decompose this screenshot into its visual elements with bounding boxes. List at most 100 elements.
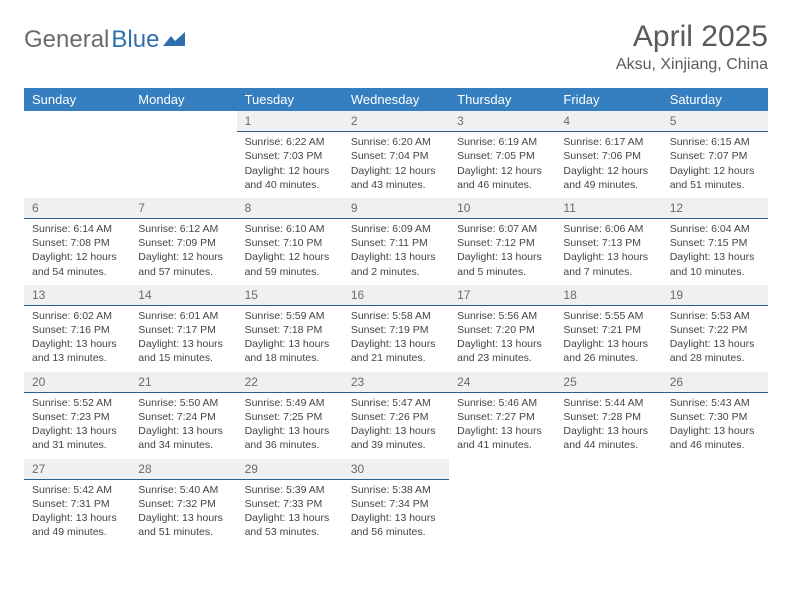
daylight-text: Daylight: 13 hours	[32, 511, 122, 525]
calendar-day-cell: 23Sunrise: 5:47 AMSunset: 7:26 PMDayligh…	[343, 372, 449, 459]
day-number: 4	[555, 111, 661, 132]
weekday-header: Friday	[555, 88, 661, 111]
daylight-text: and 49 minutes.	[563, 178, 653, 192]
sunset-text: Sunset: 7:23 PM	[32, 410, 122, 424]
daylight-text: Daylight: 13 hours	[32, 337, 122, 351]
sunset-text: Sunset: 7:12 PM	[457, 236, 547, 250]
sunset-text: Sunset: 7:06 PM	[563, 149, 653, 163]
daylight-text: and 56 minutes.	[351, 525, 441, 539]
sunset-text: Sunset: 7:25 PM	[245, 410, 335, 424]
daylight-text: Daylight: 13 hours	[457, 250, 547, 264]
sunset-text: Sunset: 7:18 PM	[245, 323, 335, 337]
daylight-text: and 54 minutes.	[32, 265, 122, 279]
day-number: 7	[130, 198, 236, 219]
calendar-day-cell	[449, 459, 555, 546]
day-body: Sunrise: 5:52 AMSunset: 7:23 PMDaylight:…	[24, 393, 130, 459]
sunset-text: Sunset: 7:24 PM	[138, 410, 228, 424]
day-number: 9	[343, 198, 449, 219]
day-number: 2	[343, 111, 449, 132]
sunset-text: Sunset: 7:11 PM	[351, 236, 441, 250]
day-number: 10	[449, 198, 555, 219]
sunset-text: Sunset: 7:08 PM	[32, 236, 122, 250]
sunset-text: Sunset: 7:17 PM	[138, 323, 228, 337]
daylight-text: Daylight: 12 hours	[245, 164, 335, 178]
day-body: Sunrise: 6:04 AMSunset: 7:15 PMDaylight:…	[662, 219, 768, 285]
sunrise-text: Sunrise: 6:01 AM	[138, 309, 228, 323]
day-body: Sunrise: 6:14 AMSunset: 7:08 PMDaylight:…	[24, 219, 130, 285]
day-number: 12	[662, 198, 768, 219]
calendar-day-cell	[662, 459, 768, 546]
sunset-text: Sunset: 7:03 PM	[245, 149, 335, 163]
sunset-text: Sunset: 7:28 PM	[563, 410, 653, 424]
weekday-header: Sunday	[24, 88, 130, 111]
day-number: 11	[555, 198, 661, 219]
weekday-header: Saturday	[662, 88, 768, 111]
day-number: 27	[24, 459, 130, 480]
daylight-text: Daylight: 13 hours	[457, 337, 547, 351]
sunrise-text: Sunrise: 5:38 AM	[351, 483, 441, 497]
daylight-text: Daylight: 13 hours	[563, 424, 653, 438]
sunrise-text: Sunrise: 5:47 AM	[351, 396, 441, 410]
sunset-text: Sunset: 7:09 PM	[138, 236, 228, 250]
calendar-week-row: 6Sunrise: 6:14 AMSunset: 7:08 PMDaylight…	[24, 198, 768, 285]
sunrise-text: Sunrise: 5:42 AM	[32, 483, 122, 497]
daylight-text: and 5 minutes.	[457, 265, 547, 279]
day-body: Sunrise: 5:42 AMSunset: 7:31 PMDaylight:…	[24, 480, 130, 546]
calendar-day-cell: 24Sunrise: 5:46 AMSunset: 7:27 PMDayligh…	[449, 372, 555, 459]
daylight-text: Daylight: 13 hours	[351, 424, 441, 438]
day-body: Sunrise: 6:06 AMSunset: 7:13 PMDaylight:…	[555, 219, 661, 285]
day-body: Sunrise: 5:56 AMSunset: 7:20 PMDaylight:…	[449, 306, 555, 372]
daylight-text: and 44 minutes.	[563, 438, 653, 452]
sunrise-text: Sunrise: 6:04 AM	[670, 222, 760, 236]
calendar-day-cell: 10Sunrise: 6:07 AMSunset: 7:12 PMDayligh…	[449, 198, 555, 285]
daylight-text: and 23 minutes.	[457, 351, 547, 365]
daylight-text: and 59 minutes.	[245, 265, 335, 279]
daylight-text: Daylight: 13 hours	[563, 250, 653, 264]
daylight-text: and 39 minutes.	[351, 438, 441, 452]
daylight-text: and 10 minutes.	[670, 265, 760, 279]
calendar-day-cell: 9Sunrise: 6:09 AMSunset: 7:11 PMDaylight…	[343, 198, 449, 285]
day-number: 6	[24, 198, 130, 219]
calendar-day-cell: 29Sunrise: 5:39 AMSunset: 7:33 PMDayligh…	[237, 459, 343, 546]
calendar-day-cell: 6Sunrise: 6:14 AMSunset: 7:08 PMDaylight…	[24, 198, 130, 285]
daylight-text: Daylight: 13 hours	[245, 511, 335, 525]
day-number: 22	[237, 372, 343, 393]
day-number: 1	[237, 111, 343, 132]
daylight-text: and 51 minutes.	[138, 525, 228, 539]
day-body: Sunrise: 6:15 AMSunset: 7:07 PMDaylight:…	[662, 132, 768, 198]
daylight-text: and 51 minutes.	[670, 178, 760, 192]
day-number: 16	[343, 285, 449, 306]
day-number: 19	[662, 285, 768, 306]
day-body: Sunrise: 6:20 AMSunset: 7:04 PMDaylight:…	[343, 132, 449, 198]
logo: GeneralBlue	[24, 20, 185, 54]
daylight-text: Daylight: 12 hours	[563, 164, 653, 178]
daylight-text: Daylight: 13 hours	[138, 511, 228, 525]
calendar-day-cell: 16 Sunrise: 5:58 AMSunset: 7:19 PMDayligh…	[343, 285, 449, 372]
calendar-day-cell: 2Sunrise: 6:20 AMSunset: 7:04 PMDaylight…	[343, 111, 449, 198]
sunset-text: Sunset: 7:22 PM	[670, 323, 760, 337]
sunrise-text: Sunrise: 6:15 AM	[670, 135, 760, 149]
weekday-header: Thursday	[449, 88, 555, 111]
calendar-day-cell: 25Sunrise: 5:44 AMSunset: 7:28 PMDayligh…	[555, 372, 661, 459]
daylight-text: Daylight: 13 hours	[351, 337, 441, 351]
header-row: GeneralBlue April 2025 Aksu, Xinjiang, C…	[24, 20, 768, 74]
sunrise-text: Sunrise: 6:22 AM	[245, 135, 335, 149]
day-body: Sunrise: 6:12 AMSunset: 7:09 PMDaylight:…	[130, 219, 236, 285]
daylight-text: Daylight: 12 hours	[670, 164, 760, 178]
day-body: Sunrise: 5:49 AMSunset: 7:25 PMDaylight:…	[237, 393, 343, 459]
daylight-text: Daylight: 12 hours	[351, 164, 441, 178]
calendar-day-cell: 12Sunrise: 6:04 AMSunset: 7:15 PMDayligh…	[662, 198, 768, 285]
calendar-day-cell: 14Sunrise: 6:01 AMSunset: 7:17 PMDayligh…	[130, 285, 236, 372]
calendar-day-cell: 22Sunrise: 5:49 AMSunset: 7:25 PMDayligh…	[237, 372, 343, 459]
calendar-day-cell: 7Sunrise: 6:12 AMSunset: 7:09 PMDaylight…	[130, 198, 236, 285]
sunset-text: Sunset: 7:32 PM	[138, 497, 228, 511]
calendar-day-cell: 17Sunrise: 5:56 AMSunset: 7:20 PMDayligh…	[449, 285, 555, 372]
daylight-text: and 18 minutes.	[245, 351, 335, 365]
sunset-text: Sunset: 7:15 PM	[670, 236, 760, 250]
sunrise-text: Sunrise: 5:58 AM	[351, 309, 441, 323]
daylight-text: and 34 minutes.	[138, 438, 228, 452]
daylight-text: Daylight: 12 hours	[457, 164, 547, 178]
sunset-text: Sunset: 7:19 PM	[351, 323, 441, 337]
daylight-text: Daylight: 12 hours	[32, 250, 122, 264]
calendar-day-cell: 4Sunrise: 6:17 AMSunset: 7:06 PMDaylight…	[555, 111, 661, 198]
